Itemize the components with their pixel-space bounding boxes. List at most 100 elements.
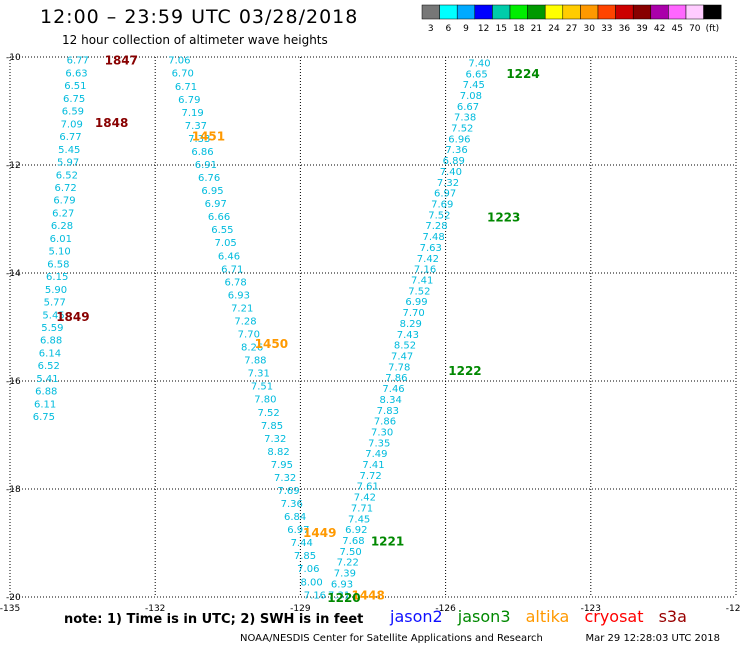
data-point-label: 6.51 [64,81,86,92]
data-point-label: 6.86 [191,147,213,158]
legend-label: 45 [671,24,682,34]
footer-credit: NOAA/NESDIS Center for Satellite Applica… [240,633,543,644]
data-point-label: 6.14 [39,348,61,359]
legend-label: 39 [636,24,648,34]
data-point-label: 6.88 [40,336,62,347]
data-point-label: 7.71 [351,503,373,514]
data-point-label: 6.79 [53,196,75,207]
legend-swatch [703,4,722,20]
data-point-label: 7.16 [304,590,326,601]
time-label: 1221 [371,534,404,548]
data-point-label: 5.77 [44,298,66,309]
y-tick-label: -18 [6,485,21,495]
data-point-label: 6.11 [34,399,56,410]
data-point-label: 6.89 [443,156,465,167]
legend-swatch [685,4,704,20]
data-point-label: 6.52 [38,361,60,372]
data-point-label: 7.37 [185,121,207,132]
data-point-label: 7.06 [168,56,190,67]
data-point-label: 7.68 [342,536,364,547]
y-tick-label: -12 [6,161,21,171]
data-point-label: 6.15 [46,272,68,283]
y-tick-label: -20 [6,593,21,603]
y-tick-label: -10 [6,53,21,63]
data-point-label: 7.40 [468,58,490,69]
data-point-label: 6.75 [63,94,85,105]
page-subtitle: 12 hour collection of altimeter wave hei… [62,33,328,47]
data-point-label: 6.77 [59,132,81,143]
data-point-label: 7.21 [231,303,253,314]
data-point-label: 8.26 [241,343,263,354]
legend-label: 24 [548,24,560,34]
data-point-label: 8.82 [267,447,289,458]
data-point-label: 6.97 [434,189,456,200]
data-point-label: 6.92 [345,525,367,536]
data-point-label: 8.52 [394,341,416,352]
data-point-label: 7.83 [377,406,399,417]
data-point-label: 6.28 [51,221,73,232]
legend-swatch [439,4,458,20]
data-point-label: 7.30 [371,427,393,438]
data-point-label: 6.72 [55,183,77,194]
legend-label: 9 [463,24,469,34]
legend-label: 12 [478,24,489,34]
data-point-label: 7.43 [397,330,419,341]
data-point-label: 6.78 [224,277,246,288]
legend-swatch [474,4,493,20]
data-point-label: 7.16 [414,265,436,276]
y-tick-label: -14 [6,269,21,279]
legend-label: 6 [446,24,452,34]
data-point-label: 7.95 [271,460,293,471]
legend-swatch [650,4,669,20]
legend-label: 21 [531,24,542,34]
data-point-label: 6.99 [405,297,427,308]
legend-swatch [597,4,616,20]
data-point-label: 7.86 [374,417,396,428]
legend-label: 3 [428,24,434,34]
data-point-label: 5.97 [57,158,79,169]
data-point-label: 7.31 [248,369,270,380]
data-point-label: 5.90 [45,285,67,296]
note-text: note: 1) Time is in UTC; 2) SWH is in fe… [64,612,364,627]
data-point-label: 6.97 [287,525,309,536]
data-point-label: 6.75 [33,412,55,423]
data-point-label: 7.22 [337,558,359,569]
data-point-label: 7.47 [391,351,413,362]
data-point-label: 7.49 [365,449,387,460]
data-point-label: 7.51 [251,382,273,393]
data-point-label: 7.63 [420,243,442,254]
data-point-label: 7.32 [274,473,296,484]
legend-swatch [580,4,599,20]
data-point-label: 8.34 [380,395,402,406]
legend-swatch [492,4,511,20]
data-point-label: 6.66 [208,212,230,223]
x-tick-label: -129 [290,604,311,614]
data-point-label: 7.31 [328,590,350,601]
data-point-label: 7.80 [254,395,276,406]
x-tick-label: -120 [726,604,740,614]
data-point-label: 7.35 [368,438,390,449]
data-point-label: 7.36 [445,145,467,156]
data-point-label: 7.61 [357,482,379,493]
legend-label: 30 [583,24,595,34]
data-point-label: 6.97 [205,199,227,210]
data-point-label: 6.77 [67,56,89,67]
legend-swatch [562,4,581,20]
legend-swatch [509,4,528,20]
time-label: 1847 [105,54,138,68]
legend-label: 15 [495,24,506,34]
data-point-label: 7.41 [362,460,384,471]
data-point-label: 6.55 [211,225,233,236]
data-point-label: 6.67 [457,102,479,113]
data-point-label: 6.46 [218,251,240,262]
data-point-label: 7.46 [382,384,404,395]
data-point-label: 6.27 [52,208,74,219]
legend-label: 36 [619,24,631,34]
data-point-label: 6.76 [198,173,220,184]
data-point-label: 6.71 [175,82,197,93]
data-point-label: 7.52 [428,210,450,221]
time-label: 1449 [303,526,336,540]
data-point-label: 6.71 [221,264,243,275]
legend-swatch [456,4,476,20]
